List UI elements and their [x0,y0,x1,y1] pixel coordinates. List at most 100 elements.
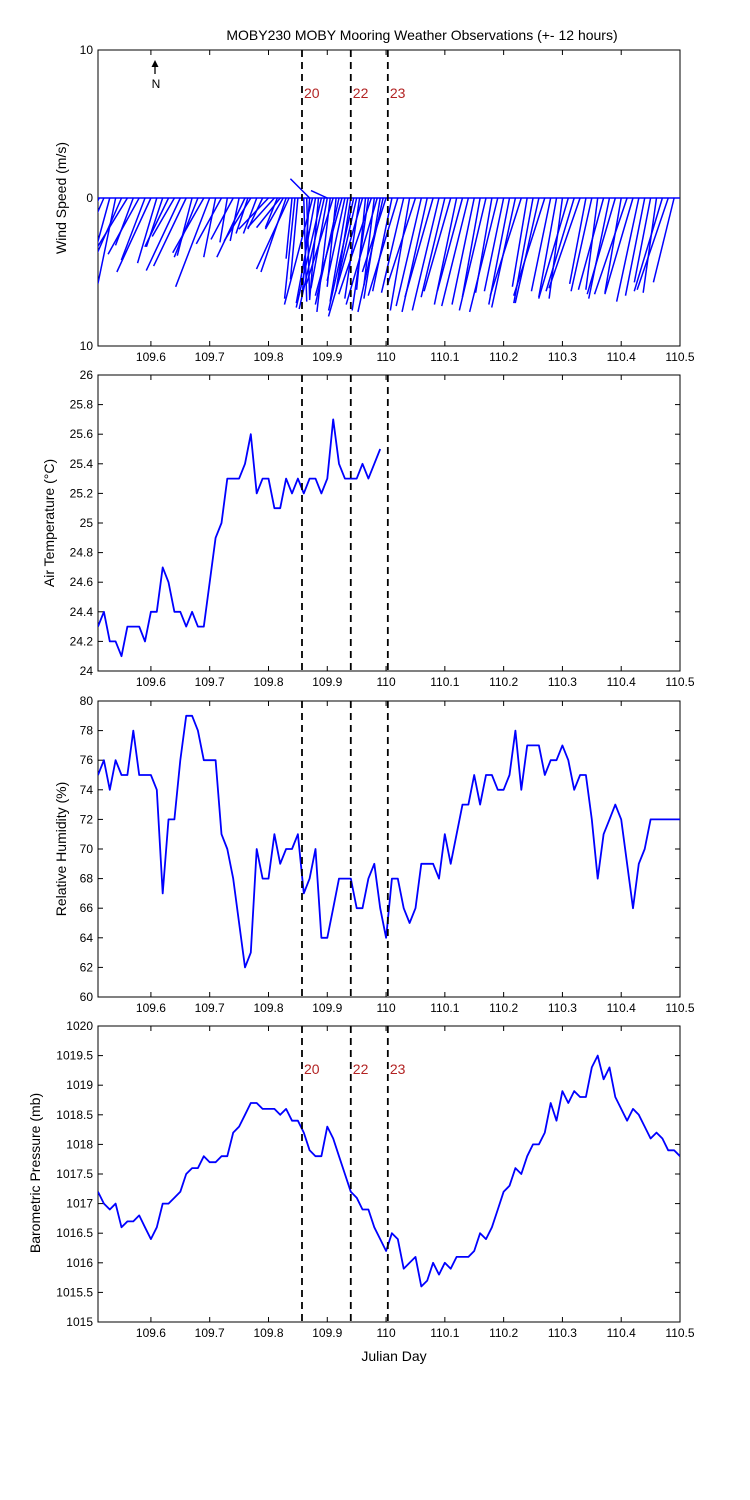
air-temperature-ylabel: Air Temperature (°C) [41,459,57,587]
relative-humidity-ytick-label: 68 [80,872,94,886]
north-arrow-icon [151,60,159,67]
wind-vector [264,197,284,230]
wind-vector [577,197,605,290]
wind-vector [511,197,528,287]
relative-humidity-plot-layer: 109.6 109.7 109.8 109.9 110 110.1 110.2 110.3 11… [80,694,695,1015]
relative-humidity-panel: 109.6 109.7 109.8 109.9 110 110.1 110.2 110.3 11… [53,694,695,1015]
barometric-pressure-series-line [98,1054,680,1288]
chart-title: MOBY230 MOBY Mooring Weather Observation… [226,27,617,43]
wind-vector [283,197,314,305]
wind-vector [336,197,358,283]
relative-humidity-ytick-label: 72 [80,812,94,826]
wind-vector [238,197,270,230]
wind-vector [144,197,170,248]
wind-vector [326,197,346,282]
wind-vector [152,197,187,267]
air-temperature-ytick-label: 24.2 [70,634,94,648]
barometric-pressure-xtick-label: 110.3 [548,1326,577,1340]
air-temperature-ytick-label: 25.8 [70,398,94,412]
relative-humidity-xtick-label: 109.7 [195,1001,225,1015]
wind-vector [329,197,349,302]
wind-vector [289,178,311,199]
wind-vector [289,197,299,280]
wind-vector [389,197,411,311]
air-temperature-xtick-label: 110.4 [607,675,636,689]
wind-xtick-label: 110 [376,350,395,364]
wind-vector [371,197,393,292]
wind-speed-plot-layer: 109.6 109.7 109.8 109.9 110 110.1 110.2 110.3 11… [80,43,695,364]
barometric-pressure-xtick-label: 109.9 [312,1326,342,1340]
barometric-pressure-plot-area [98,1054,680,1288]
wind-event-label-20: 20 [304,85,320,101]
wind-vector [468,197,499,313]
air-temperature-panel: 109.6 109.7 109.8 109.9 110 110.1 110.2 110.3 11… [41,368,695,689]
wind-vector [395,197,423,307]
wind-vector [173,197,199,258]
wind-vector [151,197,176,237]
relative-humidity-ylabel: Relative Humidity (%) [53,782,69,917]
wind-xtick-label: 109.6 [136,350,166,364]
barometric-pressure-ytick-label: 1018 [66,1137,93,1151]
wind-vector [489,197,522,296]
barometric-pressure-xtick-label: 110.2 [489,1326,518,1340]
wind-vector [310,189,328,199]
wind-vector [314,197,343,296]
air-temperature-xtick-label: 109.7 [195,675,225,689]
relative-humidity-xtick-label: 109.6 [136,1001,166,1015]
barometric-pressure-plot-layer: 109.6 109.7 109.8 109.9 110 110.1 110.2 110.3 11… [56,1019,695,1340]
barometric-pressure-event-label-20: 20 [304,1061,320,1077]
barometric-pressure-ytick-label: 1019.5 [56,1049,93,1063]
wind-vector [210,197,234,240]
wind-vector [114,197,134,246]
air-temperature-xtick-label: 110.1 [430,675,459,689]
wind-vector [436,197,464,292]
barometric-pressure-ytick-label: 1017.5 [56,1167,93,1181]
wind-vector [264,197,278,228]
wind-vector [298,197,326,310]
wind-vector [420,197,446,298]
wind-vector [235,197,249,234]
relative-humidity-ytick-label: 70 [80,842,94,856]
air-temperature-xtick-label: 109.9 [312,675,342,689]
relative-humidity-ytick-label: 74 [80,783,94,797]
air-temperature-ytick-label: 24.8 [70,546,94,560]
wind-vector [216,197,246,258]
wind-vector [624,197,646,296]
barometric-pressure-ytick-label: 1015 [66,1315,93,1329]
barometric-pressure-xtick-label: 110.5 [665,1326,694,1340]
barometric-pressure-event-label-23: 23 [390,1061,406,1077]
wind-vector [98,197,117,284]
relative-humidity-ytick-label: 64 [80,931,94,945]
wind-speed-panel: 109.6 109.7 109.8 109.9 110 110.1 110.2 110.3 11… [53,43,695,364]
wind-plot-area [98,178,680,317]
wind-vector [305,197,334,285]
wind-vector [203,197,217,258]
wind-vector [223,197,252,242]
north-label: N [152,77,161,91]
barometric-pressure-ytick-label: 1020 [66,1019,93,1033]
relative-humidity-ytick-label: 80 [80,694,94,708]
wind-vector [411,197,440,311]
wind-vector [136,197,158,264]
wind-event-label-22: 22 [353,85,369,101]
wind-vector [367,197,399,296]
wind-vector [285,197,293,259]
relative-humidity-frame [97,700,681,998]
wind-vector [327,197,364,317]
air-temperature-ytick-label: 24.4 [70,605,94,619]
wind-vector [361,197,387,273]
wind-vector [585,197,599,290]
relative-humidity-xtick-label: 110.2 [489,1001,518,1015]
barometric-pressure-xtick-label: 109.8 [253,1326,283,1340]
wind-vector [338,197,373,295]
air-temperature-plot-layer: 109.6 109.7 109.8 109.9 110 110.1 110.2 110.3 11… [70,368,695,689]
wind-vector [345,197,378,305]
wind-xtick-label: 110.1 [430,350,459,364]
wind-vector [98,197,111,244]
wind-xtick-label: 109.7 [195,350,225,364]
relative-humidity-xtick-label: 110.4 [607,1001,636,1015]
wind-vector [219,197,229,243]
wind-ytick-label: 0 [86,191,93,205]
wind-vector [107,197,140,255]
